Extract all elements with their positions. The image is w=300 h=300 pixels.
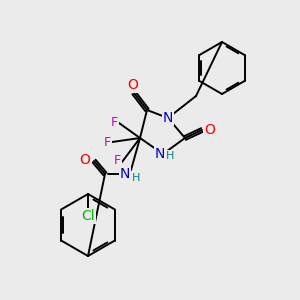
Text: N: N: [163, 111, 173, 125]
Text: N: N: [120, 167, 130, 181]
Text: N: N: [155, 147, 165, 161]
Text: Cl: Cl: [81, 209, 95, 223]
Text: F: F: [103, 136, 111, 148]
Text: H: H: [132, 173, 140, 183]
Text: O: O: [80, 153, 90, 167]
Text: O: O: [205, 123, 215, 137]
Text: H: H: [166, 151, 174, 161]
Text: F: F: [113, 154, 121, 166]
Text: F: F: [110, 116, 118, 130]
Text: O: O: [128, 78, 138, 92]
